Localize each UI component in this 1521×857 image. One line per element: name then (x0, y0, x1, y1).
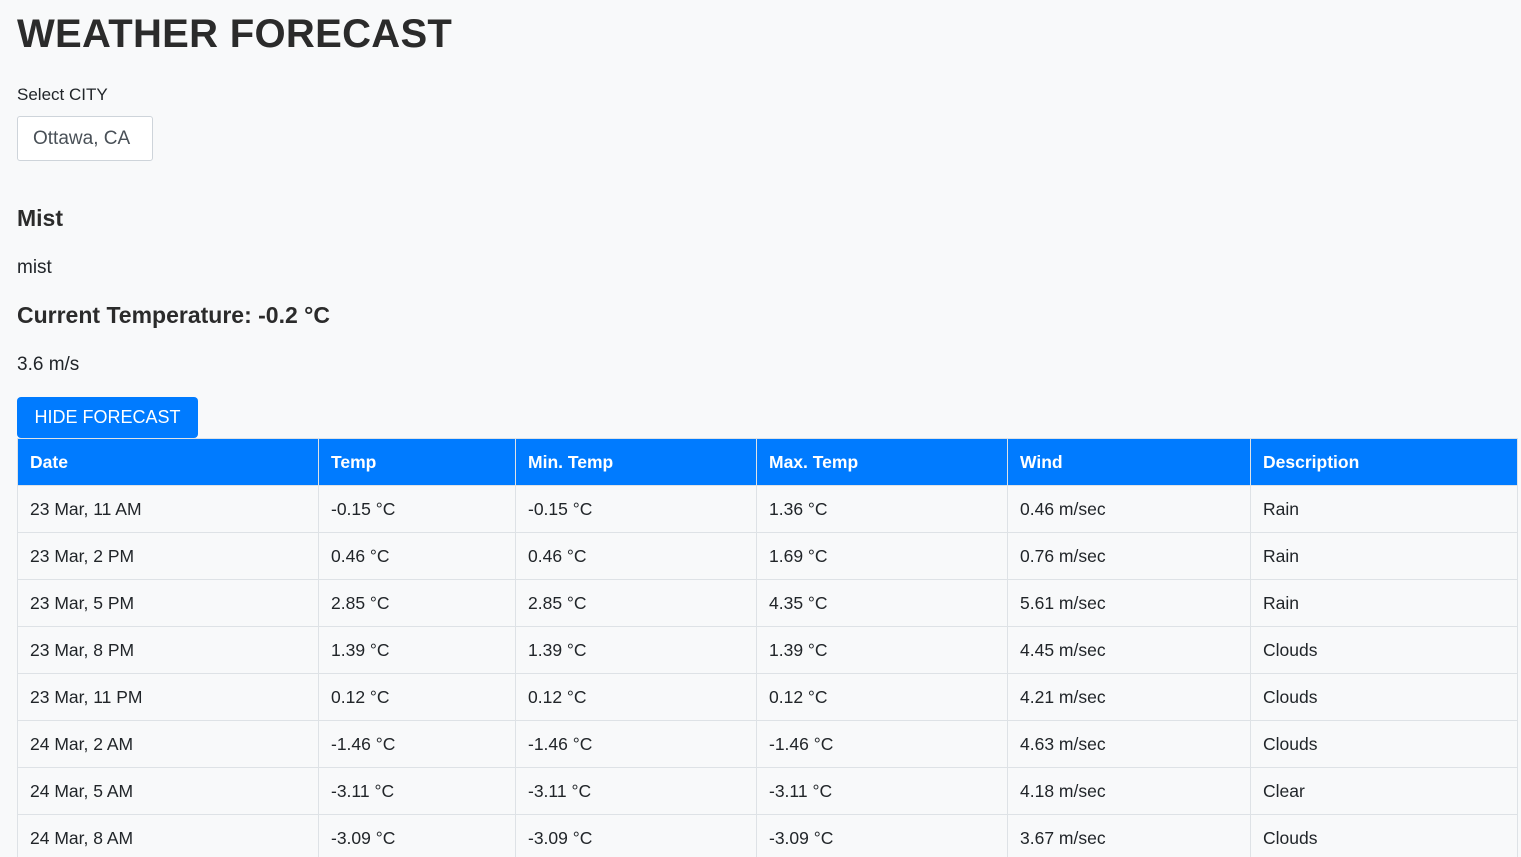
cell-max-temp: 1.69 °C (756, 532, 1008, 580)
cell-temp: -3.11 °C (318, 767, 516, 815)
page-title: WEATHER FORECAST (17, 12, 453, 56)
cell-min-temp: -3.11 °C (515, 767, 757, 815)
cell-description: Clouds (1250, 626, 1518, 674)
table-row: 23 Mar, 2 PM 0.46 °C 0.46 °C 1.69 °C 0.7… (17, 532, 1518, 580)
city-select[interactable]: Ottawa, CA (17, 116, 153, 161)
cell-temp: 2.85 °C (318, 579, 516, 627)
table-row: 23 Mar, 11 AM -0.15 °C -0.15 °C 1.36 °C … (17, 485, 1518, 533)
cell-max-temp: 4.35 °C (756, 579, 1008, 627)
table-row: 24 Mar, 5 AM -3.11 °C -3.11 °C -3.11 °C … (17, 767, 1518, 815)
cell-max-temp: 1.39 °C (756, 626, 1008, 674)
cell-wind: 4.21 m/sec (1007, 673, 1251, 721)
cell-temp: 0.46 °C (318, 532, 516, 580)
table-row: 23 Mar, 5 PM 2.85 °C 2.85 °C 4.35 °C 5.6… (17, 579, 1518, 627)
cell-min-temp: 0.12 °C (515, 673, 757, 721)
cell-wind: 0.46 m/sec (1007, 485, 1251, 533)
cell-wind: 4.18 m/sec (1007, 767, 1251, 815)
table-row: 23 Mar, 8 PM 1.39 °C 1.39 °C 1.39 °C 4.4… (17, 626, 1518, 674)
cell-description: Rain (1250, 485, 1518, 533)
cell-max-temp: 0.12 °C (756, 673, 1008, 721)
cell-description: Clouds (1250, 673, 1518, 721)
column-header-min-temp: Min. Temp (515, 438, 757, 486)
table-row: 23 Mar, 11 PM 0.12 °C 0.12 °C 0.12 °C 4.… (17, 673, 1518, 721)
cell-wind: 0.76 m/sec (1007, 532, 1251, 580)
cell-date: 23 Mar, 11 PM (17, 673, 319, 721)
cell-temp: 1.39 °C (318, 626, 516, 674)
cell-max-temp: -1.46 °C (756, 720, 1008, 768)
cell-temp: -3.09 °C (318, 814, 516, 857)
cell-max-temp: -3.11 °C (756, 767, 1008, 815)
cell-temp: -0.15 °C (318, 485, 516, 533)
cell-date: 24 Mar, 8 AM (17, 814, 319, 857)
cell-temp: 0.12 °C (318, 673, 516, 721)
cell-min-temp: 0.46 °C (515, 532, 757, 580)
cell-description: Clear (1250, 767, 1518, 815)
column-header-description: Description (1250, 438, 1518, 486)
column-header-max-temp: Max. Temp (756, 438, 1008, 486)
forecast-table: Date Temp Min. Temp Max. Temp Wind Descr… (17, 438, 1518, 857)
cell-date: 23 Mar, 8 PM (17, 626, 319, 674)
hide-forecast-button[interactable]: HIDE FORECAST (17, 397, 198, 438)
current-temperature: Current Temperature: -0.2 °C (17, 302, 330, 328)
cell-description: Rain (1250, 532, 1518, 580)
weather-description: mist (17, 257, 52, 278)
weather-condition: Mist (17, 205, 63, 231)
cell-wind: 4.45 m/sec (1007, 626, 1251, 674)
cell-min-temp: 2.85 °C (515, 579, 757, 627)
wind-speed: 3.6 m/s (17, 354, 80, 375)
cell-wind: 4.63 m/sec (1007, 720, 1251, 768)
city-select-value: Ottawa, CA (33, 128, 131, 149)
cell-temp: -1.46 °C (318, 720, 516, 768)
cell-wind: 3.67 m/sec (1007, 814, 1251, 857)
column-header-date: Date (17, 438, 319, 486)
cell-description: Rain (1250, 579, 1518, 627)
cell-min-temp: -1.46 °C (515, 720, 757, 768)
cell-min-temp: -3.09 °C (515, 814, 757, 857)
table-row: 24 Mar, 2 AM -1.46 °C -1.46 °C -1.46 °C … (17, 720, 1518, 768)
table-row: 24 Mar, 8 AM -3.09 °C -3.09 °C -3.09 °C … (17, 814, 1518, 857)
cell-date: 24 Mar, 2 AM (17, 720, 319, 768)
cell-max-temp: -3.09 °C (756, 814, 1008, 857)
cell-description: Clouds (1250, 720, 1518, 768)
cell-min-temp: -0.15 °C (515, 485, 757, 533)
cell-date: 24 Mar, 5 AM (17, 767, 319, 815)
city-select-label: Select CITY (17, 85, 108, 104)
cell-description: Clouds (1250, 814, 1518, 857)
column-header-temp: Temp (318, 438, 516, 486)
cell-min-temp: 1.39 °C (515, 626, 757, 674)
cell-date: 23 Mar, 5 PM (17, 579, 319, 627)
column-header-wind: Wind (1007, 438, 1251, 486)
forecast-header-row: Date Temp Min. Temp Max. Temp Wind Descr… (17, 438, 1518, 486)
cell-date: 23 Mar, 11 AM (17, 485, 319, 533)
cell-date: 23 Mar, 2 PM (17, 532, 319, 580)
cell-wind: 5.61 m/sec (1007, 579, 1251, 627)
cell-max-temp: 1.36 °C (756, 485, 1008, 533)
